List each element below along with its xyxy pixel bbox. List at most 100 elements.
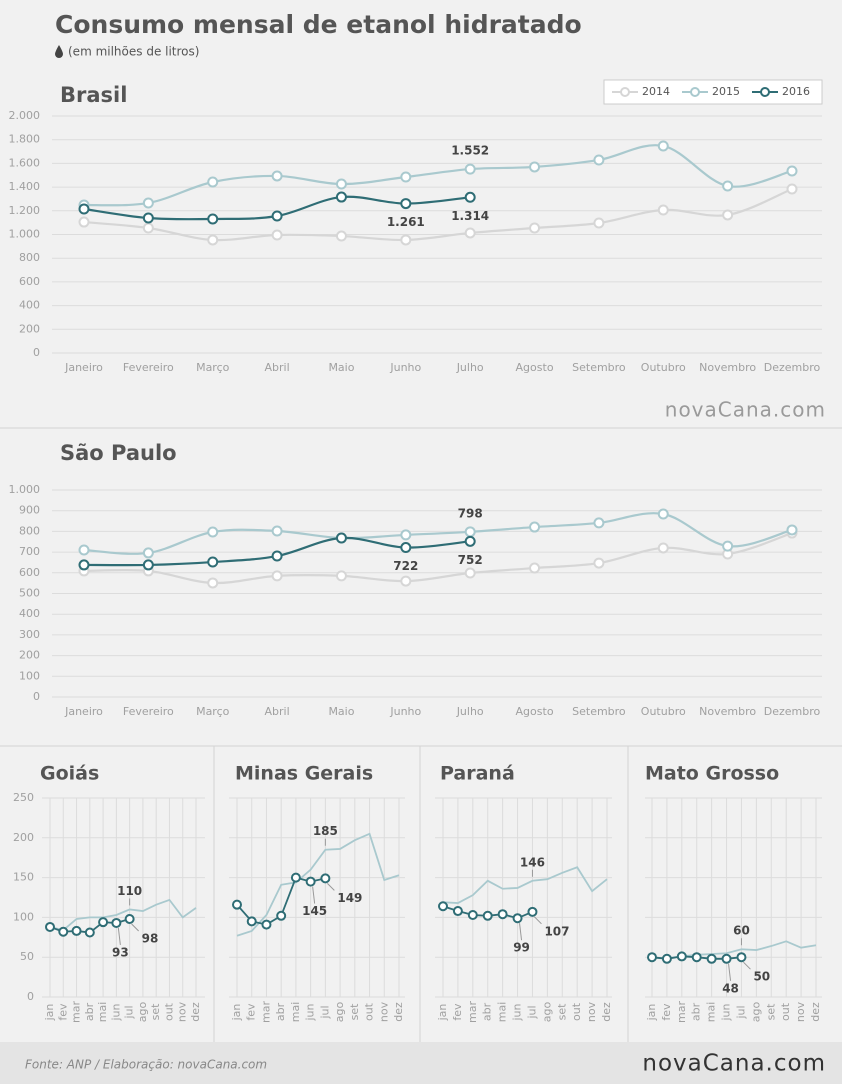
x-tick-label: set bbox=[149, 1003, 162, 1020]
x-tick-label: Outubro bbox=[641, 705, 686, 718]
x-tick-label: dez bbox=[809, 1002, 822, 1022]
point bbox=[721, 953, 732, 964]
point bbox=[261, 919, 272, 930]
y-tick-label: 200 bbox=[19, 649, 40, 662]
x-tick-label: Junho bbox=[389, 705, 421, 718]
chart-title: São Paulo bbox=[60, 441, 177, 465]
point bbox=[335, 191, 347, 203]
legend-box bbox=[603, 79, 823, 105]
series-line bbox=[236, 832, 400, 937]
value-label: 98 bbox=[142, 931, 159, 945]
x-tick-label: jun bbox=[109, 1003, 122, 1021]
point bbox=[593, 217, 605, 229]
point bbox=[464, 535, 476, 547]
point bbox=[657, 140, 669, 152]
x-tick-label: jul bbox=[123, 1005, 136, 1019]
point bbox=[657, 508, 669, 520]
point bbox=[464, 227, 476, 239]
x-tick-label: out bbox=[363, 1002, 376, 1021]
point bbox=[78, 544, 90, 556]
point bbox=[529, 161, 541, 173]
value-label: 146 bbox=[520, 855, 545, 869]
x-tick-label: Julho bbox=[456, 705, 484, 718]
y-tick-label: 500 bbox=[19, 587, 40, 600]
x-tick-label: Dezembro bbox=[764, 705, 821, 718]
point bbox=[512, 913, 523, 924]
leader-line bbox=[743, 961, 751, 970]
point bbox=[78, 203, 90, 215]
point bbox=[706, 953, 717, 964]
legend-label: 2015 bbox=[712, 85, 740, 98]
point bbox=[593, 517, 605, 529]
point bbox=[58, 926, 69, 937]
x-tick-label: jan bbox=[645, 1004, 658, 1022]
point bbox=[78, 559, 90, 571]
value-label: 110 bbox=[117, 884, 142, 898]
x-tick-label: mar bbox=[675, 1001, 688, 1023]
x-tick-label: mai bbox=[96, 1002, 109, 1023]
x-tick-label: nov bbox=[794, 1001, 807, 1022]
point bbox=[207, 213, 219, 225]
y-tick-label: 100 bbox=[13, 910, 34, 923]
x-tick-label: ago bbox=[333, 1002, 346, 1023]
x-tick-label: ago bbox=[540, 1002, 553, 1023]
x-tick-label: Março bbox=[196, 705, 230, 718]
point bbox=[497, 909, 508, 920]
x-tick-label: out bbox=[162, 1002, 175, 1021]
leader-line bbox=[327, 883, 335, 891]
x-tick-label: Janeiro bbox=[64, 361, 103, 374]
y-tick-label: 1.000 bbox=[9, 483, 41, 496]
point bbox=[786, 165, 798, 177]
point bbox=[736, 952, 747, 963]
x-tick-label: jul bbox=[734, 1005, 747, 1019]
value-label: 99 bbox=[513, 941, 530, 955]
footer-logo: novaCana.com bbox=[642, 1051, 826, 1077]
y-tick-label: 0 bbox=[33, 690, 40, 703]
x-tick-label: set bbox=[555, 1003, 568, 1020]
value-label: 1.314 bbox=[451, 209, 489, 223]
chart-title: Mato Grosso bbox=[645, 763, 779, 785]
y-tick-label: 100 bbox=[19, 669, 40, 682]
drop-icon bbox=[55, 45, 63, 58]
x-tick-label: mai bbox=[496, 1002, 509, 1023]
point bbox=[593, 557, 605, 569]
x-tick-label: abr bbox=[481, 1002, 494, 1021]
point bbox=[400, 171, 412, 183]
value-label: 145 bbox=[302, 904, 327, 918]
y-tick-label: 50 bbox=[20, 950, 34, 963]
x-tick-label: jun bbox=[720, 1003, 733, 1021]
y-tick-label: 900 bbox=[19, 504, 40, 517]
point bbox=[142, 222, 154, 234]
chart-title: Minas Gerais bbox=[235, 763, 373, 785]
x-tick-label: Julho bbox=[456, 361, 484, 374]
point bbox=[722, 540, 734, 552]
point bbox=[722, 180, 734, 192]
y-tick-label: 0 bbox=[33, 346, 40, 359]
x-tick-label: mar bbox=[70, 1001, 83, 1023]
x-tick-label: jun bbox=[304, 1003, 317, 1021]
point bbox=[676, 951, 687, 962]
point bbox=[290, 872, 301, 883]
chart-title: Paraná bbox=[440, 763, 515, 785]
point bbox=[271, 229, 283, 241]
x-tick-label: nov bbox=[585, 1001, 598, 1022]
y-tick-label: 150 bbox=[13, 871, 34, 884]
y-tick-label: 1.400 bbox=[9, 180, 41, 193]
point bbox=[464, 567, 476, 579]
x-tick-label: mar bbox=[259, 1001, 272, 1023]
point bbox=[467, 910, 478, 921]
point bbox=[276, 910, 287, 921]
y-tick-label: 600 bbox=[19, 566, 40, 579]
x-tick-label: nov bbox=[176, 1001, 189, 1022]
x-tick-label: jan bbox=[43, 1004, 56, 1022]
point bbox=[271, 525, 283, 537]
y-tick-label: 1.200 bbox=[9, 204, 41, 217]
point bbox=[529, 562, 541, 574]
legend: 2014 2015 2016 bbox=[603, 79, 823, 105]
leader-line bbox=[117, 927, 121, 946]
series-line bbox=[49, 898, 197, 932]
point bbox=[722, 209, 734, 221]
y-tick-label: 400 bbox=[19, 299, 40, 312]
legend-marker bbox=[620, 87, 630, 97]
